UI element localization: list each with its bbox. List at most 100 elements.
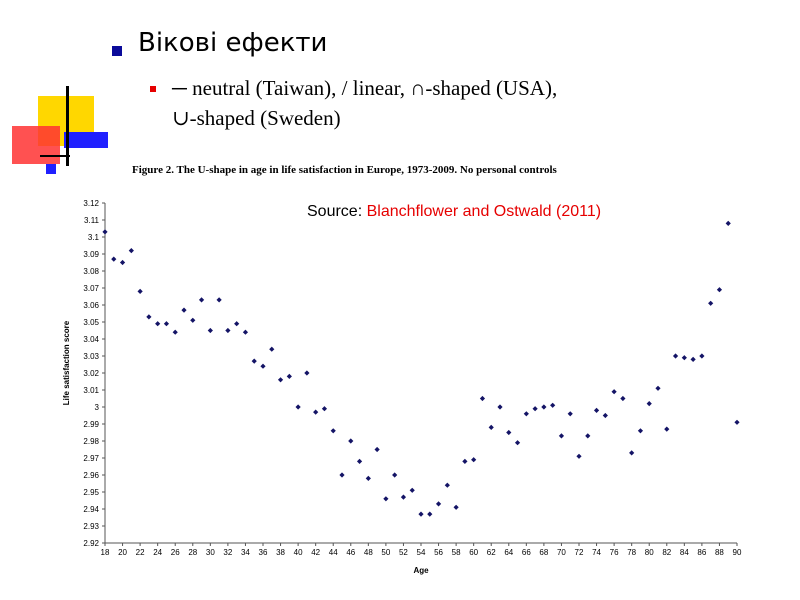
y-tick-label: 2.98 <box>83 437 99 446</box>
data-point <box>119 259 126 266</box>
x-tick-label: 22 <box>136 548 145 557</box>
x-tick-label: 48 <box>364 548 373 557</box>
data-point <box>462 458 468 464</box>
slide-title: Вікові ефекти <box>138 28 328 58</box>
x-tick-label: 42 <box>311 548 320 557</box>
x-tick-label: 58 <box>452 548 461 557</box>
y-tick-label: 3.11 <box>84 216 100 225</box>
data-point <box>313 409 319 415</box>
data-point <box>330 428 336 434</box>
data-point <box>155 321 161 327</box>
data-point <box>453 504 459 510</box>
data-point <box>286 373 292 379</box>
data-point <box>207 327 213 334</box>
data-point <box>514 440 521 446</box>
y-tick-label: 3.1 <box>88 233 100 242</box>
y-tick-label: 2.93 <box>83 522 99 531</box>
x-tick-label: 50 <box>381 548 390 557</box>
data-point <box>444 482 450 488</box>
subtitle-line-2: ∪-shaped (Sweden) <box>172 106 341 130</box>
data-point <box>242 329 249 335</box>
data-point <box>655 385 661 391</box>
y-tick-label: 2.99 <box>83 420 99 429</box>
subtitle-bullet <box>150 86 156 92</box>
data-point <box>321 406 328 412</box>
x-tick-label: 64 <box>504 548 513 557</box>
y-tick-label: 3.09 <box>83 250 99 259</box>
x-tick-label: 86 <box>697 548 706 557</box>
x-tick-label: 30 <box>206 548 215 557</box>
source-reference: Blanchflower and Ostwald (2011) <box>366 203 602 220</box>
x-tick-label: 52 <box>399 548 408 557</box>
data-point <box>295 404 301 410</box>
x-tick-label: 78 <box>627 548 636 557</box>
data-point <box>532 406 538 412</box>
y-tick-label: 3.08 <box>83 267 99 276</box>
title-bullet <box>112 46 122 56</box>
data-point <box>611 389 617 395</box>
data-point <box>734 419 740 425</box>
x-tick-label: 80 <box>645 548 654 557</box>
y-tick-label: 3.03 <box>83 352 99 361</box>
x-tick-label: 20 <box>118 548 127 557</box>
deco-vertical-line <box>66 86 69 166</box>
data-point <box>198 297 205 303</box>
data-point <box>479 395 486 402</box>
subtitle-line-1: ─ neutral (Taiwan), / linear, ∩-shaped (… <box>172 76 558 100</box>
y-tick-label: 3.07 <box>83 284 99 293</box>
data-point <box>181 307 187 313</box>
data-point <box>699 353 705 359</box>
data-point <box>190 317 196 323</box>
data-point <box>620 395 626 402</box>
x-tick-label: 32 <box>223 548 232 557</box>
y-tick-label: 3.01 <box>83 386 99 395</box>
x-tick-label: 62 <box>487 548 496 557</box>
data-point <box>356 458 363 464</box>
data-point <box>471 457 477 463</box>
x-tick-label: 40 <box>294 548 303 557</box>
data-point <box>435 501 442 507</box>
x-tick-label: 44 <box>329 548 338 557</box>
data-point <box>409 487 415 493</box>
y-tick-label: 2.96 <box>83 471 99 480</box>
x-tick-label: 46 <box>346 548 355 557</box>
data-point <box>128 248 134 254</box>
data-point <box>225 327 231 334</box>
x-tick-label: 38 <box>276 548 285 557</box>
x-tick-label: 36 <box>259 548 268 557</box>
source-label: Source: <box>307 203 367 220</box>
data-point <box>392 472 398 478</box>
data-point <box>163 321 170 327</box>
data-point <box>400 494 407 500</box>
x-tick-label: 72 <box>575 548 584 557</box>
data-point <box>216 297 222 303</box>
data-point <box>277 377 284 383</box>
data-point <box>576 453 582 459</box>
x-tick-label: 76 <box>610 548 619 557</box>
x-tick-label: 60 <box>469 548 478 557</box>
data-point <box>523 411 529 417</box>
data-point <box>725 220 731 226</box>
data-point <box>567 411 573 417</box>
x-tick-label: 26 <box>171 548 180 557</box>
x-tick-label: 82 <box>662 548 671 557</box>
data-point <box>365 475 371 481</box>
y-tick-label: 2.94 <box>83 505 99 514</box>
data-point <box>690 356 696 362</box>
data-point <box>260 363 266 369</box>
y-tick-label: 3.05 <box>83 318 99 327</box>
y-axis-label: Life satisfaction score <box>62 320 71 405</box>
data-point <box>172 329 178 335</box>
data-point <box>374 446 380 453</box>
data-point <box>708 300 714 306</box>
data-point <box>137 288 143 294</box>
data-point <box>664 426 670 432</box>
y-tick-label: 2.92 <box>83 539 99 548</box>
deco-blue-small-square <box>46 164 56 174</box>
data-point <box>716 287 723 293</box>
x-tick-label: 70 <box>557 548 566 557</box>
data-point <box>550 402 556 408</box>
x-tick-label: 74 <box>592 548 601 557</box>
x-tick-label: 84 <box>680 548 689 557</box>
data-point <box>418 511 424 517</box>
